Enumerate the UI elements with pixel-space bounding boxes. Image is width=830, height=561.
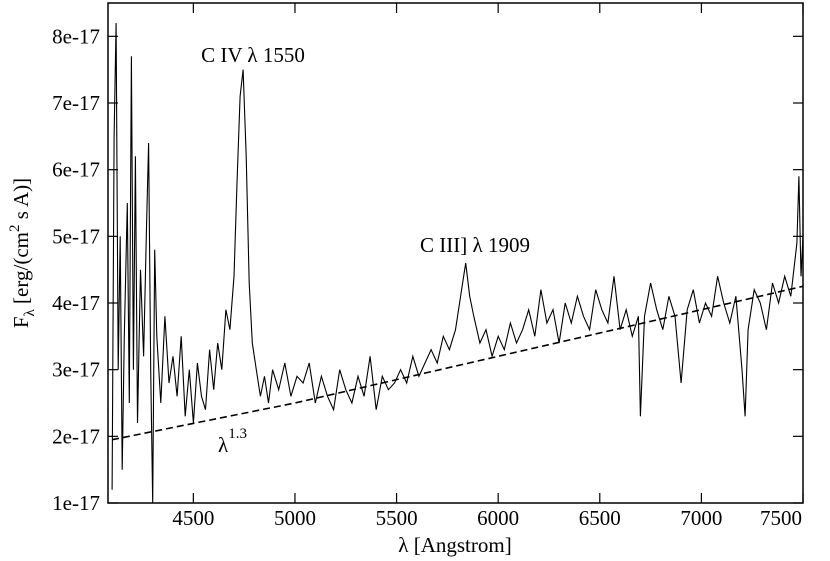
y-tick-label: 7e-17 bbox=[52, 91, 100, 115]
annotation: λ1.3 bbox=[218, 426, 247, 457]
y-tick-label: 8e-17 bbox=[52, 24, 100, 48]
y-tick-label: 4e-17 bbox=[52, 291, 100, 315]
x-tick-label: 4500 bbox=[172, 506, 214, 530]
annotation: C IV λ 1550 bbox=[201, 43, 305, 67]
y-label-part: F bbox=[9, 316, 33, 328]
x-tick-label: 6500 bbox=[579, 506, 621, 530]
y-tick-label: 1e-17 bbox=[52, 491, 100, 515]
annotation: C III] λ 1909 bbox=[420, 233, 530, 257]
annotation-part: λ bbox=[218, 433, 229, 457]
y-label-part: 2 bbox=[7, 225, 23, 233]
x-tick-label: 7500 bbox=[760, 506, 802, 530]
x-axis-label: λ [Angstrom] bbox=[398, 533, 511, 557]
y-label-part: λ bbox=[22, 308, 38, 316]
x-tick-label: 5000 bbox=[274, 506, 316, 530]
y-tick-label: 5e-17 bbox=[52, 224, 100, 248]
plot-area bbox=[111, 22, 803, 503]
x-tick-label: 7000 bbox=[680, 506, 722, 530]
y-tick-label: 6e-17 bbox=[52, 158, 100, 182]
y-tick-label: 2e-17 bbox=[52, 424, 100, 448]
x-tick-label: 5500 bbox=[376, 506, 418, 530]
y-label-part: s A)] bbox=[9, 178, 33, 225]
spectrum-line bbox=[111, 285, 803, 441]
plot-frame bbox=[107, 2, 804, 504]
x-tick-label: 6000 bbox=[477, 506, 519, 530]
annotation-part: 1.3 bbox=[228, 426, 247, 442]
y-tick-label: 3e-17 bbox=[52, 358, 100, 382]
y-label-part: [erg/(cm bbox=[9, 232, 33, 309]
spectrum-line bbox=[111, 22, 803, 503]
y-axis-label: Fλ [erg/(cm2 s A)] bbox=[7, 178, 38, 328]
